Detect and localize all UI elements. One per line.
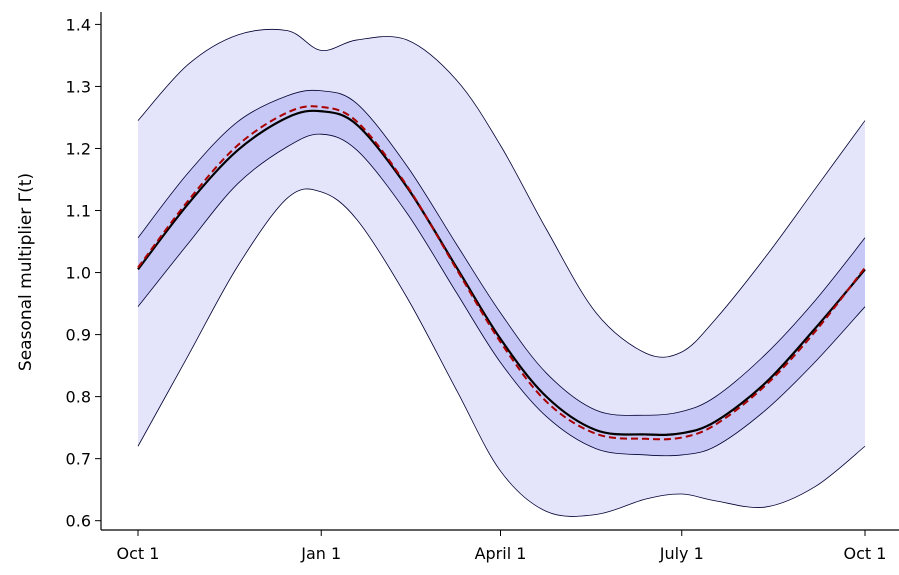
x-tick-label: Oct 1	[844, 544, 887, 563]
y-tick-label: 0.6	[66, 512, 91, 531]
outer-band-upper-edge	[137, 28, 866, 358]
x-tick-label: April 1	[475, 544, 527, 563]
x-tick-label: Jan 1	[300, 544, 341, 563]
axes: Oct 1 Jan 1 April 1 July 1 Oct 1 0.6 0.7 0.8 0.9…	[66, 12, 899, 563]
reference-dashed-line	[137, 105, 866, 441]
x-tick-label: Oct 1	[117, 544, 160, 563]
y-axis-title: Seasonal multiplier Γ(t)	[16, 173, 36, 371]
y-tick-label: 1.1	[66, 202, 91, 221]
y-tick-label: 0.7	[66, 450, 91, 469]
outer-band-fill	[138, 29, 865, 517]
y-tick-label: 1.2	[66, 139, 91, 158]
x-tick-label: July 1	[659, 544, 704, 563]
confidence-bands	[137, 28, 866, 517]
inner-band-lower-edge	[137, 133, 866, 457]
y-tick-label: 1.3	[66, 77, 91, 96]
y-tick-label: 0.9	[66, 326, 91, 345]
inner-band-upper-edge	[137, 89, 866, 416]
series-lines	[137, 105, 866, 441]
y-tick-label: 1.4	[66, 15, 91, 34]
outer-band-lower-edge	[137, 188, 866, 517]
y-tick-label: 0.8	[66, 388, 91, 407]
median-line	[137, 109, 866, 436]
y-tick-label: 1.0	[66, 264, 91, 283]
